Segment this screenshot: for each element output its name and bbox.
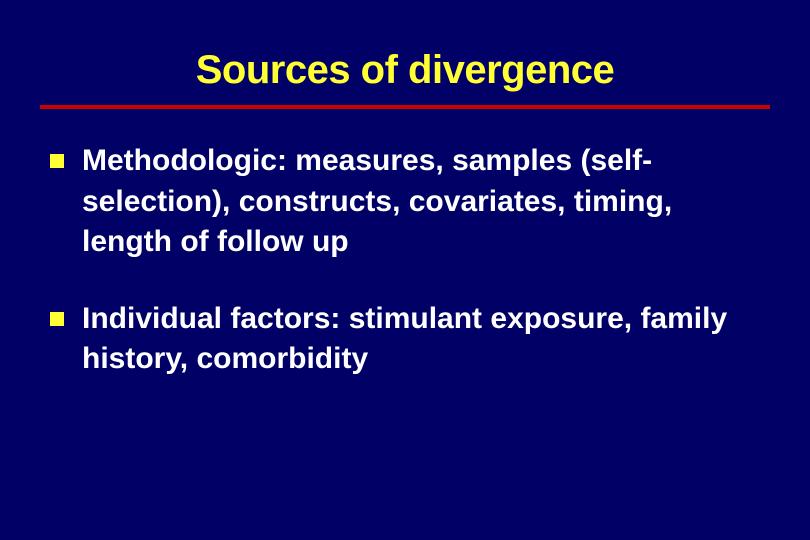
slide-title: Sources of divergence	[100, 48, 710, 93]
bullet-item: Individual factors: stimulant exposure, …	[50, 299, 770, 380]
bullet-item: Methodologic: measures, samples (self-se…	[50, 141, 770, 263]
square-bullet-icon	[50, 312, 64, 326]
title-divider	[40, 105, 770, 109]
square-bullet-icon	[50, 154, 64, 168]
slide: Sources of divergence Methodologic: meas…	[0, 0, 810, 540]
bullet-text: Individual factors: stimulant exposure, …	[82, 299, 770, 380]
bullet-text: Methodologic: measures, samples (self-se…	[82, 141, 770, 263]
slide-content: Methodologic: measures, samples (self-se…	[40, 141, 770, 380]
